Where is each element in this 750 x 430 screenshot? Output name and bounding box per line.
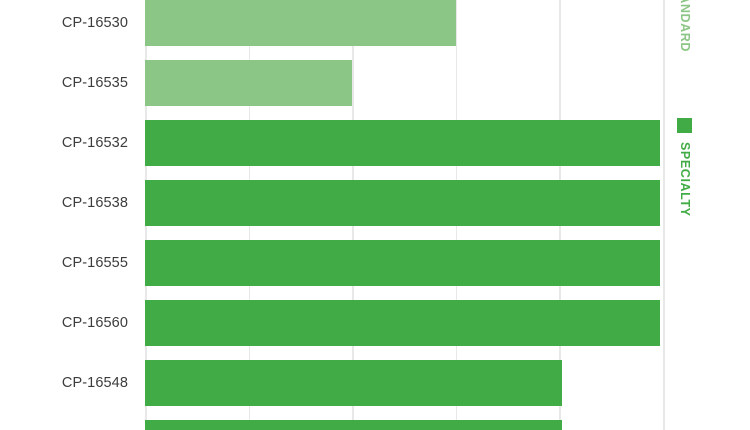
chart-row: CP-16555 [62,240,663,300]
chart-row: CP-16548 [62,360,663,420]
chart-row: CP-16535 [62,60,663,120]
plot-area: CP-16530 CP-16535 CP-16532 CP-16538 CP-16555… [62,0,665,430]
chart-row: CP-16532 [62,120,663,180]
category-label: CP-16535 [61,75,128,91]
gridline [663,0,665,430]
bar[interactable] [145,240,661,286]
bar[interactable] [145,360,562,406]
category-label: CP-16530 [61,15,128,31]
bar[interactable] [145,0,456,46]
chart-row: CP-16560 [62,300,663,360]
category-label: CP-16548 [61,375,128,391]
legend-label: SPECIALTY [678,142,692,217]
category-label: CP-16532 [61,135,128,151]
bar[interactable] [145,60,353,106]
bar[interactable] [145,300,661,346]
bar[interactable] [145,120,661,166]
legend-swatch [677,118,692,133]
chart-row: CP-16538 [62,180,663,240]
legend-label: STANDARD [678,0,692,53]
bar[interactable] [145,180,661,226]
chart-legend: STANDARD SPECIALTY [672,0,750,430]
category-label: CP-16555 [61,255,128,271]
category-label: CP-16538 [61,195,128,211]
chart-row [145,420,663,430]
category-label: CP-16560 [61,315,128,331]
bar[interactable] [145,420,562,430]
chart-row: CP-16530 [62,0,663,60]
